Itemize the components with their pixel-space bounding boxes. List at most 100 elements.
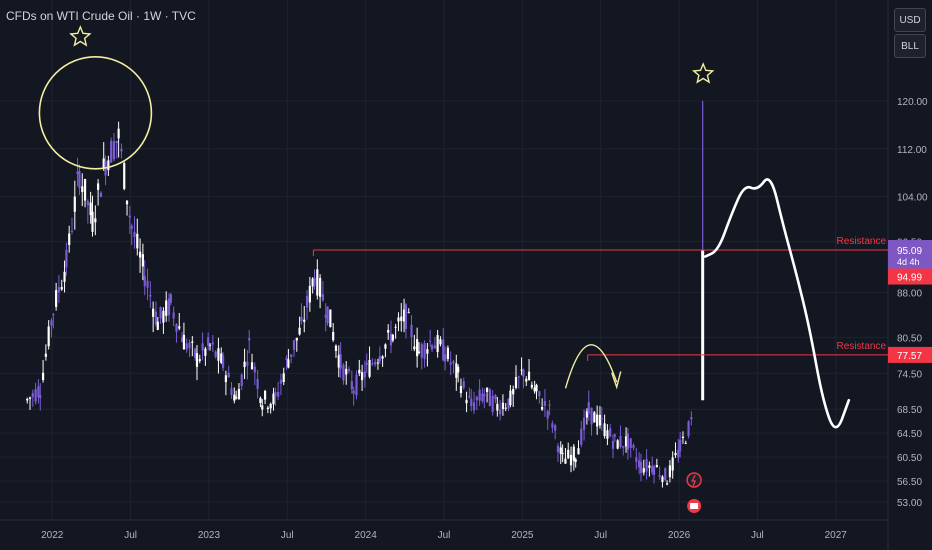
candle-body xyxy=(449,362,452,365)
candle-body xyxy=(664,468,667,481)
candle-body xyxy=(655,465,658,468)
candle-body xyxy=(374,361,377,365)
candle-body xyxy=(188,342,191,349)
candle-body xyxy=(347,369,351,372)
candle-body xyxy=(504,407,507,409)
candle-body xyxy=(590,407,593,425)
candle-body xyxy=(365,362,368,365)
candle-body xyxy=(470,398,473,407)
candle-body xyxy=(279,379,283,384)
candle-body xyxy=(195,353,199,367)
candle-body xyxy=(462,381,465,388)
candle-body xyxy=(246,361,249,366)
candle-body xyxy=(227,372,230,378)
candle-body xyxy=(201,343,204,351)
candle-body xyxy=(611,441,615,449)
candle-body xyxy=(619,436,622,448)
candle-body xyxy=(593,412,596,423)
x-tick-label: 2026 xyxy=(668,530,691,541)
price-tag-countdown: 4d 4h xyxy=(897,257,920,267)
candle-body xyxy=(169,294,172,303)
candle-body xyxy=(652,466,656,475)
candle-body xyxy=(41,372,45,381)
candle-body xyxy=(207,337,210,346)
candle-body xyxy=(580,428,583,445)
candle-body xyxy=(616,440,619,449)
x-tick-label: 2025 xyxy=(511,530,534,541)
price-tag-red xyxy=(888,268,932,285)
candle-body xyxy=(136,233,139,249)
y-tick-label: 104.00 xyxy=(897,193,928,204)
candle-body xyxy=(635,457,638,462)
candle-body xyxy=(538,391,541,396)
candle-body xyxy=(522,369,525,377)
candle-body xyxy=(485,387,489,392)
x-tick-label: Jul xyxy=(281,530,294,541)
candle-body xyxy=(391,334,394,341)
candle-body xyxy=(78,170,81,189)
candle-body xyxy=(73,196,76,212)
candle-body xyxy=(606,430,609,439)
candle-body xyxy=(141,254,144,267)
y-tick-label: 112.00 xyxy=(897,145,927,156)
candle-body xyxy=(285,357,288,360)
candle-body xyxy=(442,339,445,361)
price-tag-red xyxy=(888,346,932,363)
candle-body xyxy=(178,326,181,329)
price-tag-current xyxy=(888,240,932,271)
candle-body xyxy=(668,465,671,478)
candle-body xyxy=(63,271,66,282)
candle-body xyxy=(494,395,497,400)
candle-body xyxy=(658,475,661,477)
candle-body xyxy=(376,362,380,364)
candle-body xyxy=(429,340,432,342)
candle-body xyxy=(368,359,371,377)
candle-body xyxy=(230,388,233,395)
candle-body xyxy=(681,436,685,438)
candle-body xyxy=(316,269,319,296)
x-tick-label: 2023 xyxy=(198,530,221,541)
candle-body xyxy=(52,314,55,316)
candle-body xyxy=(452,361,455,364)
candle-body xyxy=(609,428,612,437)
candle-body xyxy=(677,449,680,458)
candle-body xyxy=(31,393,34,398)
candle-body xyxy=(407,312,410,314)
candle-body xyxy=(426,349,429,354)
candle-body xyxy=(674,452,677,456)
candle-body xyxy=(527,371,531,381)
candle-body xyxy=(57,287,61,293)
candle-body xyxy=(624,436,628,447)
candle-body xyxy=(384,344,387,349)
currency-button[interactable]: USD xyxy=(894,8,926,32)
candle-body xyxy=(517,376,520,378)
candle-body xyxy=(651,466,654,473)
candle-body xyxy=(444,354,447,362)
candle-body xyxy=(282,373,285,383)
candle-body xyxy=(501,402,505,410)
candle-body xyxy=(55,290,58,307)
candle-body xyxy=(684,442,687,444)
candle-body xyxy=(402,309,406,322)
arrow-annotation xyxy=(611,371,622,390)
candle-body xyxy=(400,316,403,321)
candle-body xyxy=(185,343,188,350)
x-tick-label: Jul xyxy=(438,530,451,541)
resistance-label: Resistance xyxy=(837,341,887,352)
candle-body xyxy=(208,344,212,346)
candle-body xyxy=(175,324,178,332)
candle-body xyxy=(204,348,207,356)
y-tick-label: 64.50 xyxy=(897,429,922,440)
candle-body xyxy=(394,326,397,328)
candle-body xyxy=(639,462,643,474)
candle-body xyxy=(243,361,246,368)
candle-body xyxy=(305,295,309,308)
candle-body xyxy=(290,354,293,357)
unit-button[interactable]: BLL xyxy=(894,34,926,58)
candle-body xyxy=(65,249,68,268)
candle-body xyxy=(34,389,37,402)
candle-body xyxy=(687,421,690,437)
candle-body xyxy=(483,394,486,397)
candle-body xyxy=(556,445,560,453)
